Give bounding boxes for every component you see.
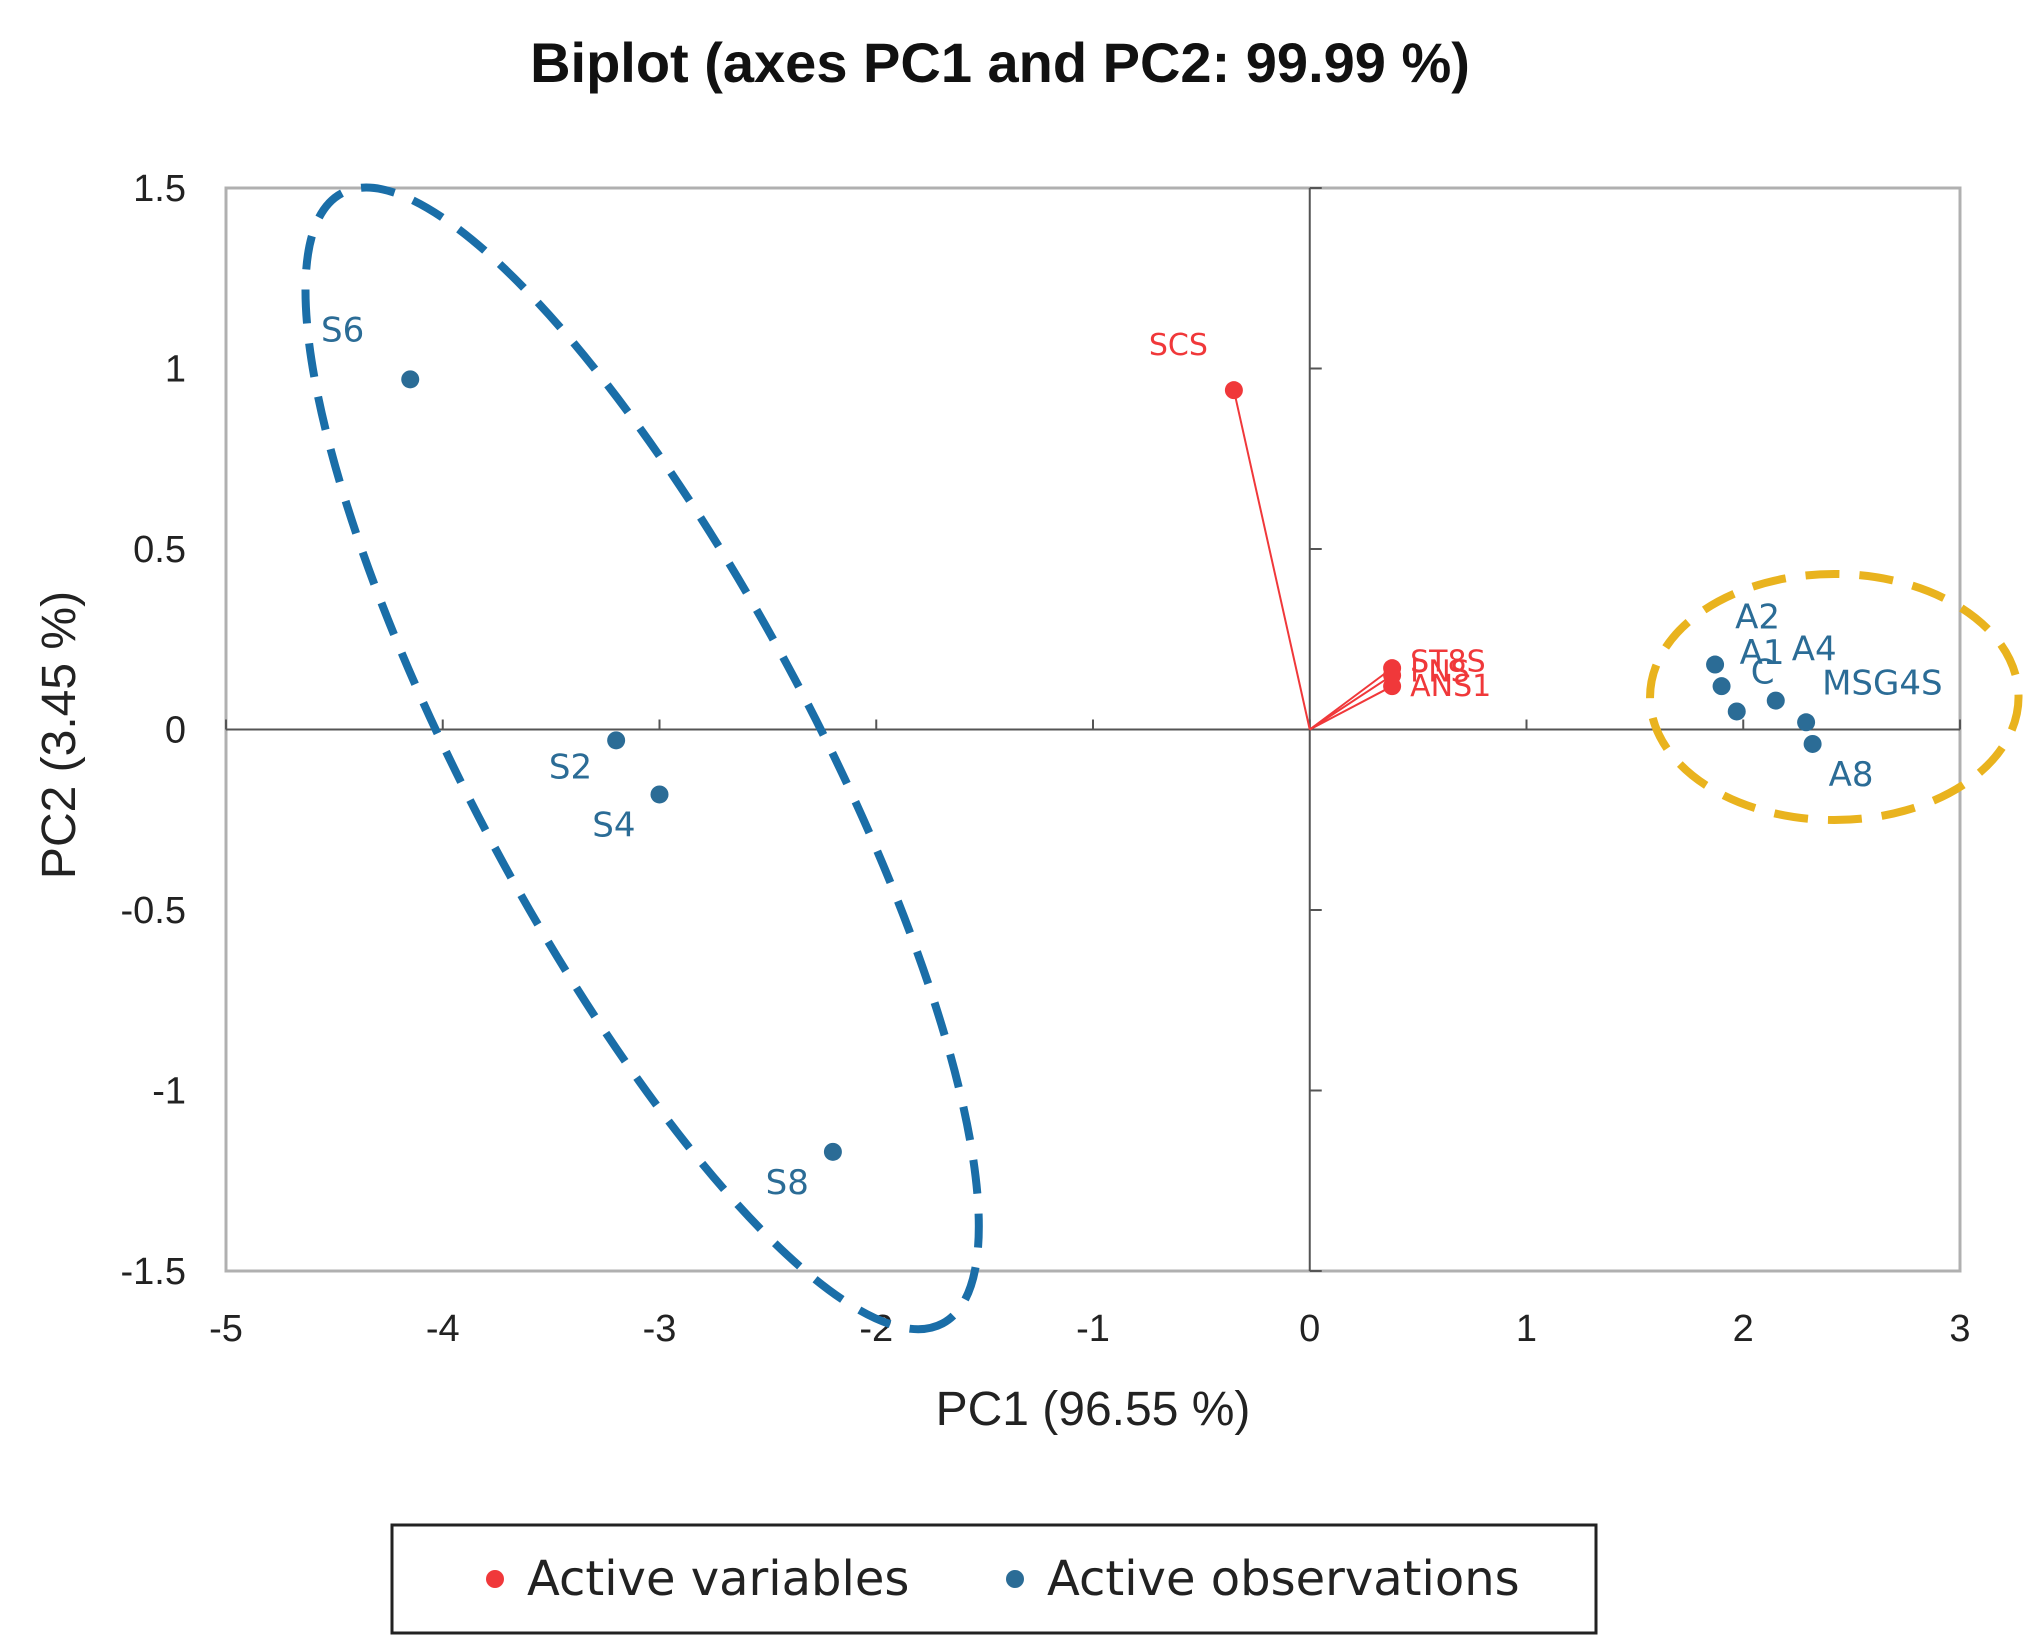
observation-point: [607, 731, 626, 750]
legend-marker: [486, 1570, 504, 1588]
observation-label: MSG4S: [1822, 663, 1942, 703]
observation-label: A1: [1740, 633, 1785, 673]
observation-label: S8: [766, 1163, 809, 1203]
x-tick-label: -1: [1076, 1308, 1110, 1350]
observation-point: [1706, 655, 1725, 674]
y-tick-label: -0.5: [121, 890, 186, 932]
variable-point: [1224, 381, 1243, 400]
observation-label: A8: [1829, 755, 1874, 795]
legend-box: [390, 1523, 1598, 1635]
observation-point: [401, 370, 420, 389]
observation-point: [1797, 713, 1816, 732]
variable-vector: [1309, 667, 1393, 731]
plot-area: 1.510.50-0.5-1-1.5-5 -4 -3 -2 -1 0 1 2 3SCSST8SP…: [121, 168, 2023, 1350]
observation-label: S6: [321, 310, 364, 350]
observation-point: [650, 785, 669, 804]
y-axis-title: PC2 (3.45 %): [33, 591, 86, 879]
observation-label: S2: [549, 747, 592, 787]
variable-label: PNS: [1410, 654, 1470, 689]
x-tick-label: -4: [426, 1308, 460, 1350]
observation-point: [1727, 702, 1746, 721]
observation-point: [1766, 691, 1785, 710]
legend-marker: [1006, 1570, 1024, 1588]
x-tick-label: 0: [1299, 1308, 1320, 1350]
y-tick-label: -1: [152, 1071, 186, 1113]
group-ellipse-a-group: [1646, 570, 2023, 825]
observation-point: [823, 1142, 842, 1161]
observation-label: C: [1751, 652, 1775, 692]
x-tick-label: -3: [643, 1308, 677, 1350]
variable-vector: [1309, 674, 1393, 731]
group-ellipse-s-group: [301, 183, 983, 1334]
y-tick-label: 0: [165, 710, 186, 752]
x-tick-label: 3: [1949, 1308, 1970, 1350]
legend-label: Active variables: [527, 1551, 909, 1607]
observation-point: [1803, 734, 1822, 753]
observation-point: [1712, 677, 1731, 696]
y-tick-label: 1: [165, 349, 186, 391]
legend: Active variables Active observations: [390, 1523, 1598, 1635]
variable-point: [1383, 677, 1402, 696]
variable-vector: [1232, 389, 1311, 730]
y-tick-label: 0.5: [133, 529, 186, 571]
chart-title: Biplot (axes PC1 and PC2: 99.99 %): [530, 31, 1470, 94]
x-tick-label: -5: [209, 1308, 243, 1350]
observation-label: A4: [1792, 630, 1837, 670]
variable-vector: [1309, 685, 1393, 731]
observation-label: S4: [592, 805, 635, 845]
variable-label: SCS: [1149, 328, 1208, 363]
y-tick-label: -1.5: [121, 1251, 186, 1293]
x-tick-label: 1: [1516, 1308, 1537, 1350]
observation-label: A2: [1735, 598, 1780, 638]
y-tick-label: 1.5: [133, 168, 186, 210]
x-axis-title: PC1 (96.55 %): [936, 1383, 1251, 1436]
x-tick-label: 2: [1733, 1308, 1754, 1350]
variable-label: ANS1: [1410, 669, 1491, 704]
variable-label: ST8S: [1410, 645, 1486, 680]
legend-label: Active observations: [1047, 1551, 1520, 1607]
